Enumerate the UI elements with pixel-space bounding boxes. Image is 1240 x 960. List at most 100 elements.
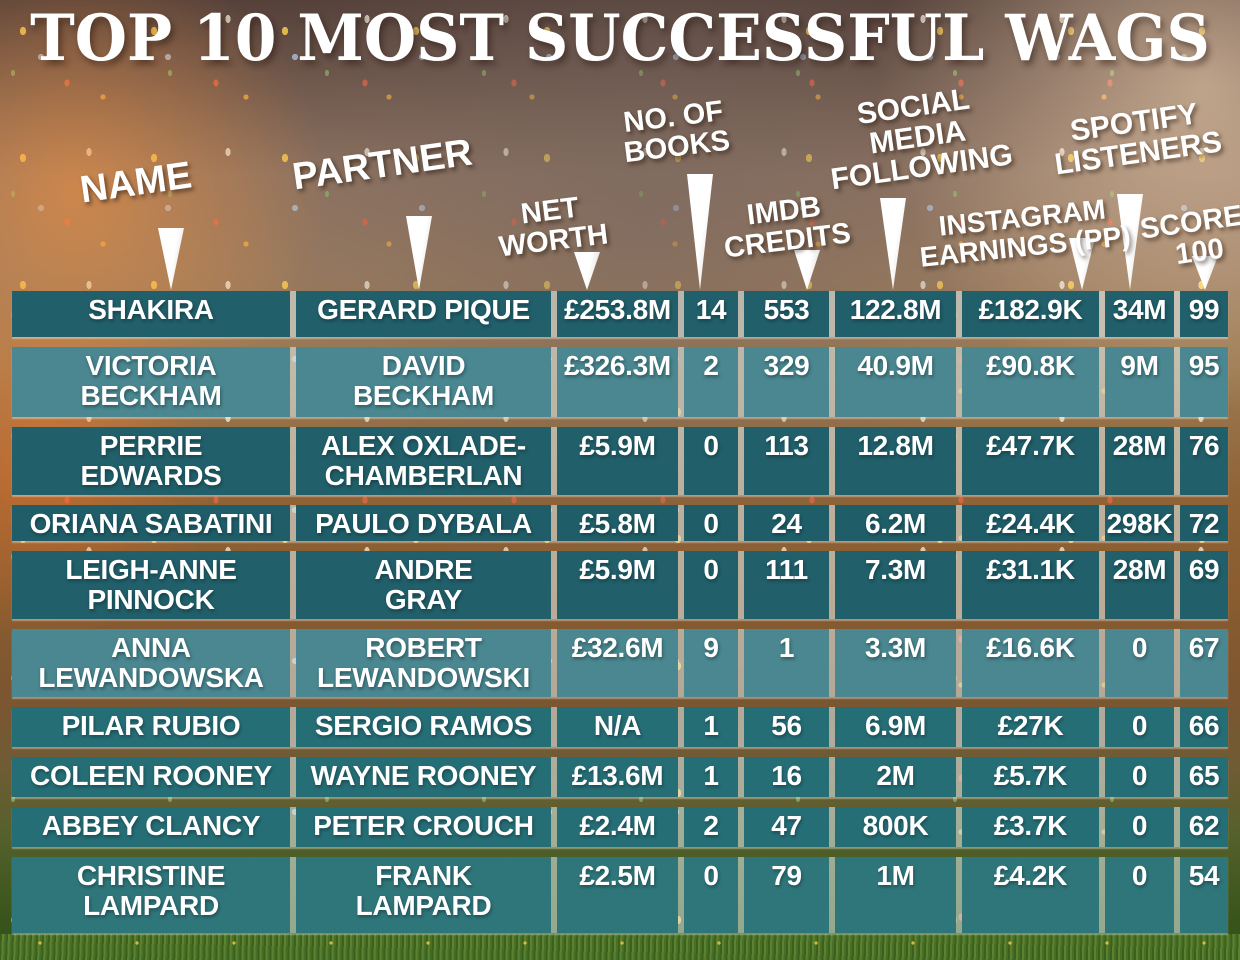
table-row: PILAR RUBIO SERGIO RAMOS N/A 1 56 6.9M £27K 0 66 [12,707,1228,747]
cell-imdb: 111 [744,551,829,619]
column-header-spotify: SPOTIFY LISTENERS [1052,97,1224,182]
cell-books: 0 [684,427,738,495]
cell-social: 7.3M [835,551,956,619]
cell-net-worth: £2.4M [557,807,678,847]
cell-name: PILAR RUBIO [12,707,290,747]
cell-net-worth: £5.9M [557,427,678,495]
pointer-triangle-partner [406,216,432,290]
cell-score: 72 [1180,505,1228,541]
cell-net-worth: £5.8M [557,505,678,541]
cell-score: 69 [1180,551,1228,619]
cell-name: ORIANA SABATINI [12,505,290,541]
cell-spotify: 0 [1105,807,1174,847]
cell-name: LEIGH-ANNE PINNOCK [12,551,290,619]
cell-imdb: 56 [744,707,829,747]
cell-spotify: 298K [1105,505,1174,541]
cell-net-worth: £2.5M [557,857,678,933]
cell-books: 1 [684,707,738,747]
cell-partner: ALEX OXLADE- CHAMBERLAN [296,427,551,495]
cell-net-worth: £32.6M [557,629,678,697]
table-row: ORIANA SABATINI PAULO DYBALA £5.8M 0 24 6.2M £… [12,505,1228,541]
cell-social: 6.9M [835,707,956,747]
column-header-instagram: INSTAGRAM EARNINGS (PP) [918,193,1133,273]
cell-spotify: 28M [1105,427,1174,495]
cell-score: 62 [1180,807,1228,847]
cell-instagram: £16.6K [962,629,1099,697]
cell-name: SHAKIRA [12,291,290,337]
wags-table: SHAKIRA GERARD PIQUE £253.8M 14 553 122.8M £18… [12,291,1228,933]
cell-spotify: 0 [1105,629,1174,697]
pointer-triangle-imdb [794,250,820,290]
cell-partner: ROBERT LEWANDOWSKI [296,629,551,697]
column-header-partner: PARTNER [289,131,475,199]
cell-books: 2 [684,347,738,417]
cell-score: 95 [1180,347,1228,417]
cell-name: ABBEY CLANCY [12,807,290,847]
cell-spotify: 0 [1105,707,1174,747]
column-header-score: SCORE/ 100 [1138,198,1240,271]
cell-partner: GERARD PIQUE [296,291,551,337]
cell-partner: SERGIO RAMOS [296,707,551,747]
cell-imdb: 1 [744,629,829,697]
cell-spotify: 28M [1105,551,1174,619]
cell-score: 65 [1180,757,1228,797]
cell-score: 76 [1180,427,1228,495]
cell-social: 3.3M [835,629,956,697]
cell-net-worth: £326.3M [557,347,678,417]
cell-name: VICTORIA BECKHAM [12,347,290,417]
cell-social: 1M [835,857,956,933]
pointer-triangle-net-worth [574,252,600,290]
cell-imdb: 329 [744,347,829,417]
cell-books: 2 [684,807,738,847]
grass-texture [0,934,1240,960]
cell-instagram: £27K [962,707,1099,747]
cell-books: 1 [684,757,738,797]
page-title: TOP 10 MOST SUCCESSFUL WAGS [30,1,1210,76]
cell-instagram: £24.4K [962,505,1099,541]
cell-score: 99 [1180,291,1228,337]
cell-name: PERRIE EDWARDS [12,427,290,495]
cell-score: 66 [1180,707,1228,747]
cell-imdb: 47 [744,807,829,847]
cell-imdb: 79 [744,857,829,933]
column-header-name: NAME [77,154,195,212]
cell-social: 122.8M [835,291,956,337]
cell-books: 0 [684,551,738,619]
cell-spotify: 34M [1105,291,1174,337]
cell-net-worth: £253.8M [557,291,678,337]
table-row: PERRIE EDWARDS ALEX OXLADE- CHAMBERLAN £5.… [12,427,1228,495]
cell-books: 14 [684,291,738,337]
cell-instagram: £47.7K [962,427,1099,495]
cell-score: 54 [1180,857,1228,933]
cell-net-worth: £13.6M [557,757,678,797]
column-header-books: NO. OF BOOKS [621,95,732,169]
cell-instagram: £31.1K [962,551,1099,619]
cell-score: 67 [1180,629,1228,697]
cell-name: CHRISTINE LAMPARD [12,857,290,933]
cell-spotify: 9M [1105,347,1174,417]
pointer-triangle-books [687,174,713,290]
cell-partner: FRANK LAMPARD [296,857,551,933]
pointer-triangle-name [158,228,184,290]
cell-partner: ANDRE GRAY [296,551,551,619]
cell-books: 0 [684,857,738,933]
column-header-imdb: IMDB CREDITS [722,190,853,265]
cell-partner: WAYNE ROONEY [296,757,551,797]
table-row: COLEEN ROONEY WAYNE ROONEY £13.6M 1 16 2M £5.7… [12,757,1228,797]
pointer-triangle-social [880,198,906,290]
table-row: SHAKIRA GERARD PIQUE £253.8M 14 553 122.8M £18… [12,291,1228,337]
column-header-social: SOCIAL MEDIA FOLLOWING [828,82,1015,197]
table-row: VICTORIA BECKHAM DAVID BECKHAM £326.3M 2 329… [12,347,1228,417]
cell-name: COLEEN ROONEY [12,757,290,797]
cell-partner: PAULO DYBALA [296,505,551,541]
table-row: ANNA LEWANDOWSKA ROBERT LEWANDOWSKI £32.6M… [12,629,1228,697]
cell-instagram: £90.8K [962,347,1099,417]
column-header-net-worth: NET WORTH [497,191,610,264]
cell-books: 9 [684,629,738,697]
cell-books: 0 [684,505,738,541]
cell-net-worth: £5.9M [557,551,678,619]
cell-instagram: £5.7K [962,757,1099,797]
cell-partner: PETER CROUCH [296,807,551,847]
cell-social: 40.9M [835,347,956,417]
